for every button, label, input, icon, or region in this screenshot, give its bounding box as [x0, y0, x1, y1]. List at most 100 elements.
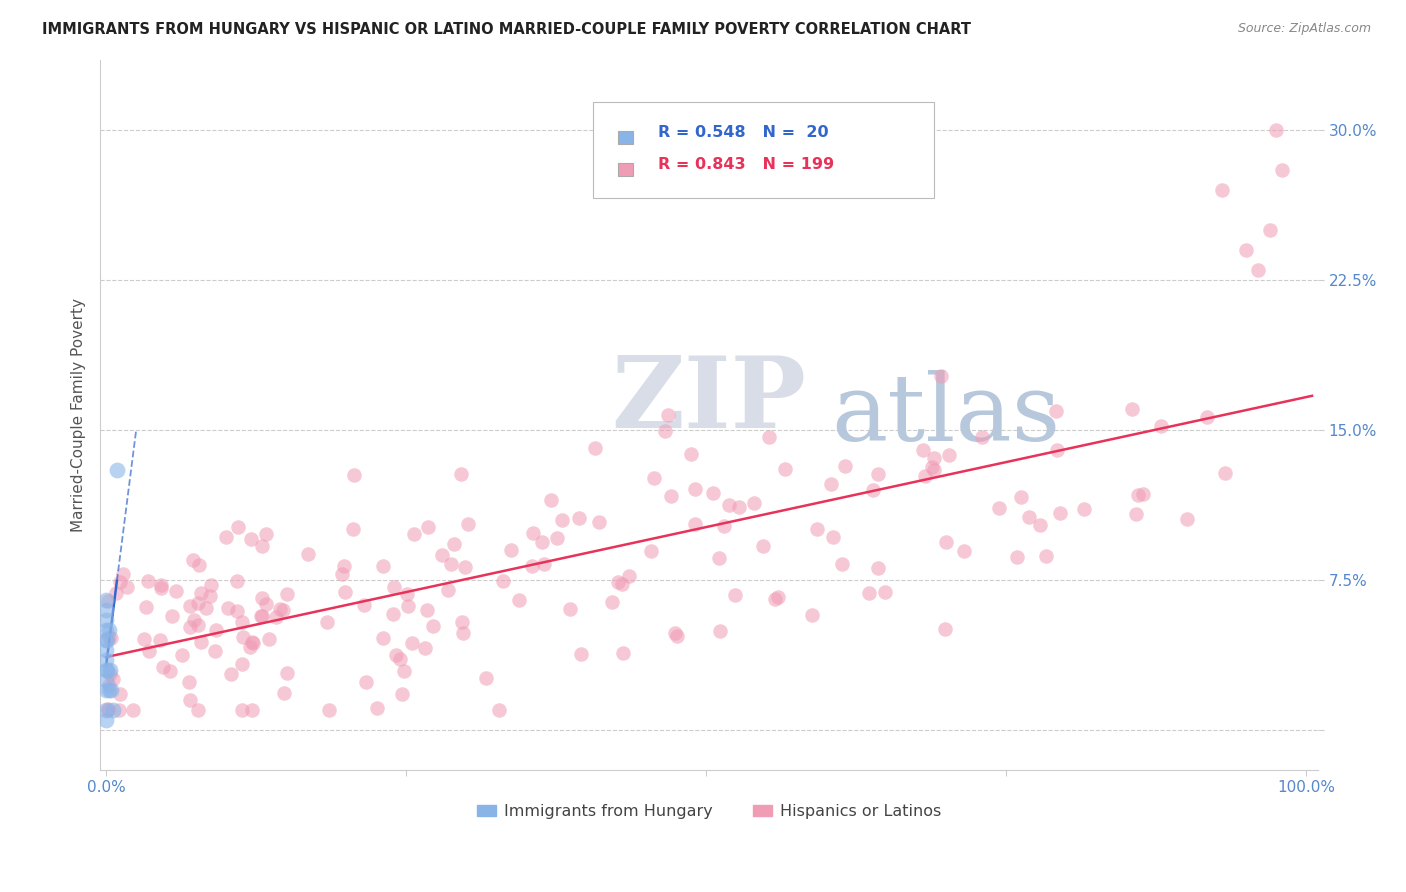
- FancyBboxPatch shape: [617, 163, 633, 176]
- Point: [273, 685, 295, 699]
- Point: [254, 598, 277, 612]
- Text: R = 0.548   N =  20: R = 0.548 N = 20: [658, 125, 828, 140]
- Point: [179, 620, 201, 634]
- Point: [728, 500, 751, 514]
- Point: [273, 603, 295, 617]
- Point: [657, 408, 679, 422]
- Point: [952, 544, 974, 558]
- FancyBboxPatch shape: [593, 103, 935, 198]
- Point: [394, 664, 416, 678]
- Point: [149, 581, 172, 595]
- Point: [276, 665, 298, 680]
- Y-axis label: Married-Couple Family Poverty: Married-Couple Family Poverty: [72, 298, 86, 532]
- Point: [1045, 404, 1067, 418]
- Point: [868, 467, 890, 481]
- Text: R = 0.843   N = 199: R = 0.843 N = 199: [658, 157, 834, 172]
- Point: [970, 430, 993, 444]
- Point: [724, 588, 747, 602]
- Point: [820, 477, 842, 491]
- Point: [520, 559, 543, 574]
- Point: [612, 577, 634, 591]
- Point: [1271, 162, 1294, 177]
- Point: [713, 519, 735, 533]
- Point: [100, 682, 122, 697]
- Point: [97, 682, 120, 697]
- Point: [914, 469, 936, 483]
- Point: [371, 559, 394, 574]
- Point: [269, 601, 291, 615]
- Point: [546, 532, 568, 546]
- Point: [763, 592, 786, 607]
- Text: ZIP: ZIP: [612, 352, 807, 449]
- Point: [132, 632, 155, 646]
- Point: [558, 602, 581, 616]
- Point: [800, 607, 823, 622]
- Point: [382, 580, 405, 594]
- Point: [396, 599, 419, 614]
- Point: [297, 547, 319, 561]
- Point: [112, 567, 135, 582]
- Point: [333, 559, 356, 574]
- Point: [366, 701, 388, 715]
- Point: [231, 615, 253, 629]
- Point: [607, 575, 630, 590]
- Point: [1247, 262, 1270, 277]
- Point: [181, 552, 204, 566]
- Point: [149, 633, 172, 648]
- Text: Source: ZipAtlas.com: Source: ZipAtlas.com: [1237, 22, 1371, 36]
- Point: [451, 626, 474, 640]
- Point: [717, 498, 740, 512]
- Point: [391, 687, 413, 701]
- Point: [250, 591, 273, 605]
- Point: [382, 607, 405, 621]
- Point: [773, 461, 796, 475]
- Point: [451, 615, 474, 629]
- Point: [94, 703, 117, 717]
- Point: [232, 630, 254, 644]
- Point: [659, 490, 682, 504]
- Point: [758, 430, 780, 444]
- Point: [934, 622, 956, 636]
- Point: [569, 648, 592, 662]
- Point: [938, 448, 960, 462]
- Point: [612, 646, 634, 660]
- Point: [401, 636, 423, 650]
- Point: [152, 660, 174, 674]
- Point: [200, 589, 222, 603]
- Point: [935, 534, 957, 549]
- Point: [225, 574, 247, 589]
- Point: [94, 632, 117, 647]
- Point: [1046, 443, 1069, 458]
- Point: [402, 526, 425, 541]
- Point: [831, 557, 853, 571]
- Point: [866, 560, 889, 574]
- Point: [806, 522, 828, 536]
- Point: [443, 536, 465, 550]
- Point: [333, 585, 356, 599]
- Point: [384, 648, 406, 662]
- Text: atlas: atlas: [831, 369, 1060, 459]
- Point: [240, 634, 263, 648]
- Point: [766, 590, 789, 604]
- Point: [1049, 506, 1071, 520]
- Point: [242, 636, 264, 650]
- Point: [834, 459, 856, 474]
- Point: [94, 663, 117, 677]
- Point: [96, 632, 118, 647]
- Point: [249, 608, 271, 623]
- Point: [94, 673, 117, 687]
- Point: [1258, 222, 1281, 236]
- Point: [94, 613, 117, 627]
- Point: [568, 511, 591, 525]
- Point: [98, 678, 121, 692]
- Point: [988, 501, 1011, 516]
- Point: [98, 667, 121, 681]
- Point: [492, 574, 515, 589]
- Point: [437, 583, 460, 598]
- Point: [1175, 512, 1198, 526]
- Point: [183, 613, 205, 627]
- Point: [101, 672, 124, 686]
- Point: [135, 599, 157, 614]
- Point: [179, 599, 201, 614]
- Point: [228, 520, 250, 534]
